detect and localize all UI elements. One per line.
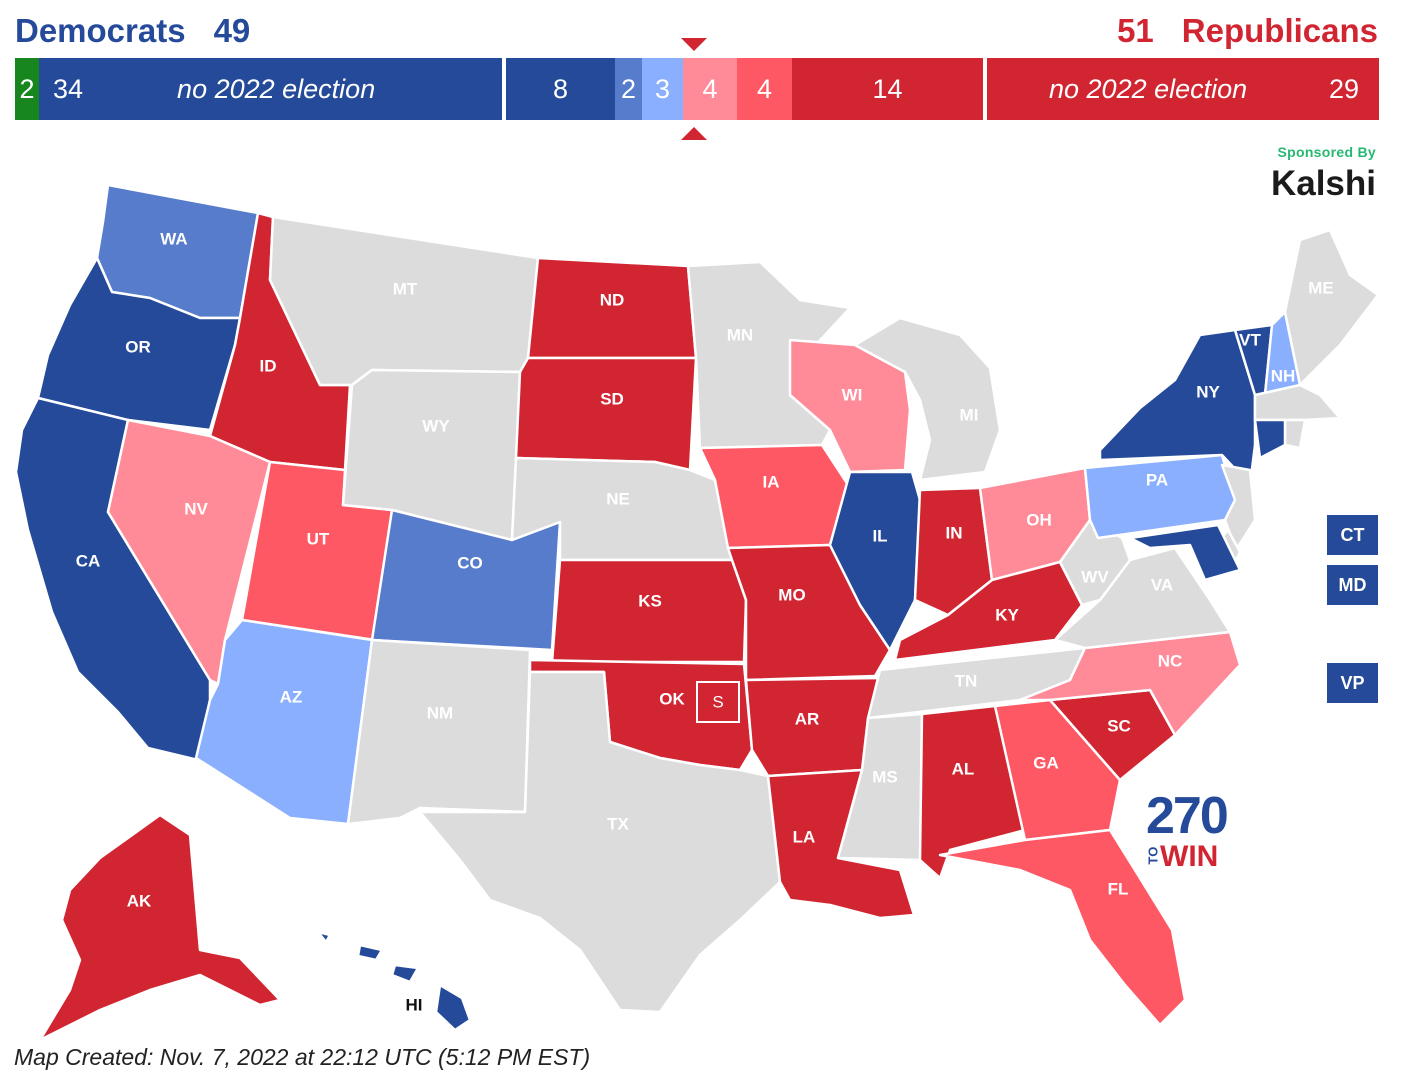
md-button[interactable]: MD — [1327, 565, 1378, 605]
seat-segment-rep-no-election[interactable]: no 2022 election 29 — [987, 58, 1379, 120]
seat-count-likely-d: 2 — [620, 73, 637, 104]
seat-count-rep-no-election: 29 — [1328, 73, 1359, 104]
seat-segment-independent[interactable]: 2 — [15, 58, 39, 120]
republicans-header: 51 Republicans — [1089, 12, 1378, 50]
state-nc[interactable] — [1018, 630, 1242, 737]
map-created-footer: Map Created: Nov. 7, 2022 at 22:12 UTC (… — [14, 1044, 591, 1070]
logo-to: TO — [1145, 846, 1161, 864]
majority-marker-bottom-icon — [681, 127, 707, 140]
seat-segment-safe-d[interactable]: 8 — [506, 58, 615, 120]
seat-count-safe-r: 14 — [872, 73, 903, 104]
republicans-label: Republicans — [1181, 12, 1378, 49]
state-ky[interactable] — [893, 560, 1084, 662]
state-mi[interactable] — [853, 316, 1002, 482]
sponsor-block[interactable]: Sponsored By Kalshi — [1271, 144, 1376, 204]
kalshi-logo: Kalshi — [1270, 164, 1376, 203]
state-ks[interactable] — [550, 558, 748, 664]
state-mt[interactable] — [268, 215, 540, 387]
270towin-logo: 270 TO WIN — [1145, 787, 1236, 874]
state-ar[interactable] — [744, 676, 882, 778]
seat-segment-safe-r[interactable]: 14 — [792, 58, 983, 120]
seat-segment-likely-d[interactable]: 2 — [615, 58, 642, 120]
rep-no-election-label: no 2022 election — [1049, 73, 1248, 104]
state-il[interactable] — [828, 470, 922, 652]
special-election-box[interactable] — [696, 681, 740, 723]
label-hi: HI — [406, 995, 423, 1014]
seat-count-safe-d: 8 — [552, 73, 569, 104]
state-me[interactable] — [1283, 228, 1380, 387]
democrats-header: Democrats 49 — [15, 12, 278, 50]
logo-win: WIN — [1160, 840, 1219, 873]
seat-segment-tilt-r[interactable]: 4 — [683, 58, 737, 120]
us-senate-map: S WA OR CA ID NV UT AZ MT WY CO NM ND SD… — [14, 183, 1380, 1040]
seat-count-leans-r: 4 — [756, 73, 773, 104]
state-ak[interactable] — [38, 813, 282, 1040]
democrats-total: 49 — [213, 12, 251, 49]
state-nm[interactable] — [346, 638, 532, 826]
state-ms[interactable] — [836, 712, 924, 862]
seat-bar: 2 34 no 2022 election 8 2 3 4 4 14 no 20… — [15, 58, 1379, 120]
vp-button[interactable]: VP — [1327, 663, 1378, 703]
republicans-total: 51 — [1117, 12, 1154, 49]
seat-count-tilt-r: 4 — [702, 73, 718, 104]
seat-segment-leans-r[interactable]: 4 — [737, 58, 792, 120]
state-co[interactable] — [370, 508, 562, 652]
sponsor-label: Sponsored By — [1277, 144, 1376, 160]
seat-segment-leans-d[interactable]: 3 — [642, 58, 683, 120]
state-ct[interactable] — [1253, 418, 1287, 460]
seat-count-leans-d: 3 — [654, 73, 671, 104]
state-sd[interactable] — [514, 356, 698, 472]
state-fl[interactable] — [938, 828, 1187, 1027]
state-ri[interactable] — [1283, 418, 1307, 450]
state-hi[interactable] — [316, 930, 472, 1032]
ct-button[interactable]: CT — [1327, 515, 1378, 555]
logo-number: 270 — [1146, 787, 1229, 845]
dem-no-election-label: no 2022 election — [177, 73, 376, 104]
state-md[interactable] — [1128, 523, 1242, 582]
majority-marker-top-icon — [681, 38, 707, 51]
seat-count-independent: 2 — [19, 73, 35, 104]
state-nd[interactable] — [526, 256, 698, 360]
seat-segment-dem-no-election[interactable]: 34 no 2022 election — [39, 58, 502, 120]
democrats-label: Democrats — [15, 12, 186, 49]
seat-count-dem-no-election: 34 — [53, 73, 84, 104]
state-az[interactable] — [194, 618, 374, 826]
state-tx[interactable] — [418, 670, 782, 1014]
